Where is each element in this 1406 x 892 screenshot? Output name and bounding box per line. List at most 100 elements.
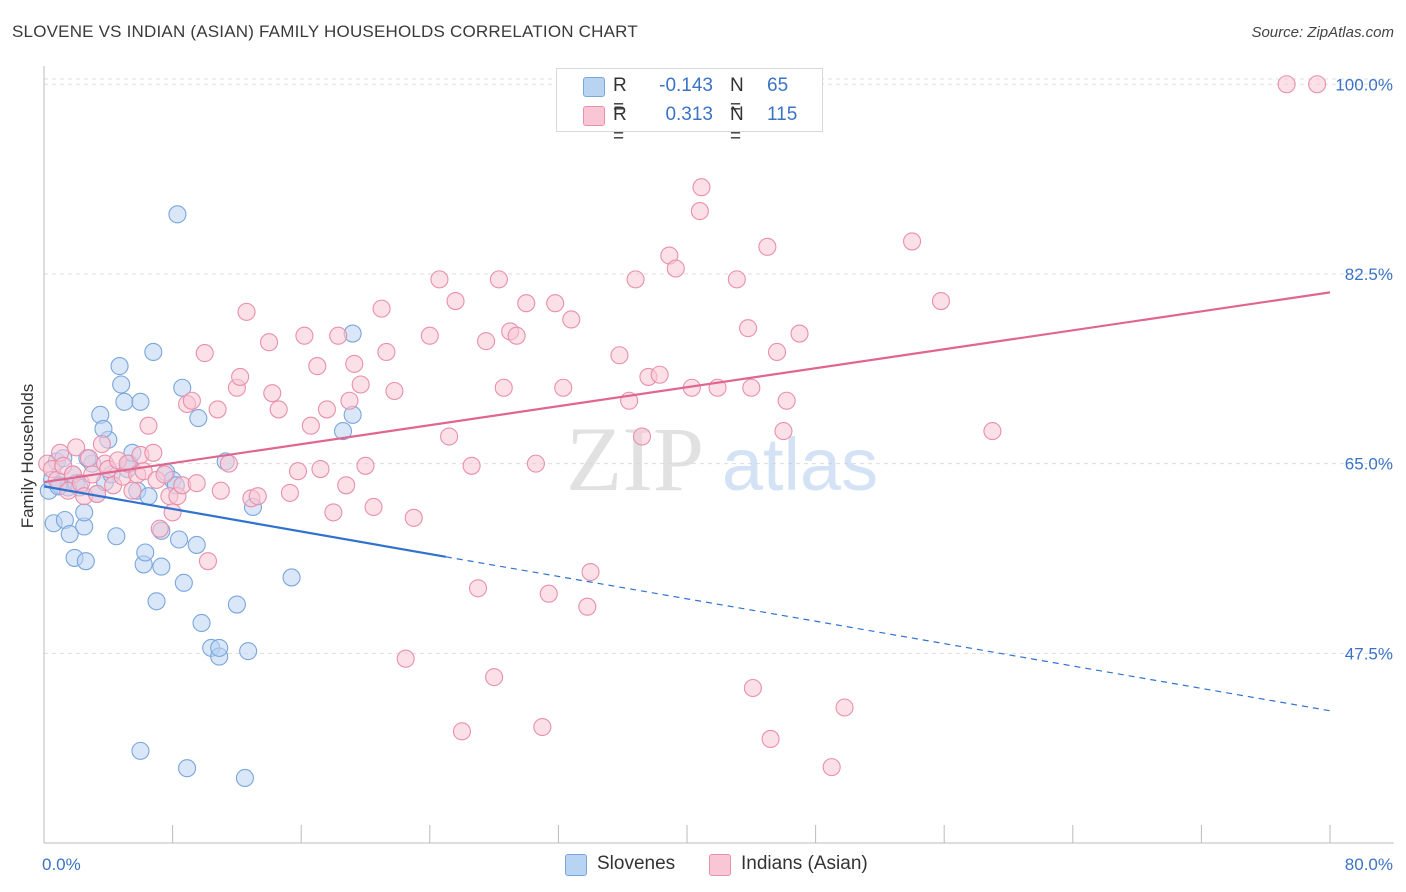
indian-point [546,294,565,313]
indian-point [692,178,711,197]
indian-point [554,378,573,397]
indian-point [690,202,709,221]
indian-point [324,503,343,522]
indian-point [263,384,282,403]
indian-point [666,259,685,278]
slovene-point [178,759,197,778]
indian-point [295,326,314,345]
slovene-point [282,568,301,587]
indian-point [758,237,777,256]
legend-n-value: 65 [767,75,789,96]
axes [43,66,1394,844]
indian-point [187,474,206,493]
indian-point [581,562,600,582]
slovene-point [210,638,229,657]
indian-point [507,326,526,345]
indian-point [526,454,545,473]
slovene-point [115,392,134,411]
slovene-point [192,613,211,633]
indian-point [92,435,111,454]
chart-title: SLOVENE VS INDIAN (ASIAN) FAMILY HOUSEHO… [12,22,638,41]
tick-labels: 47.5% 65.0% 82.5% 100.0% 0.0% 80.0% [42,75,1393,874]
indian-point [452,722,472,741]
indian-point [562,310,581,329]
indian-point [632,427,652,446]
indian-point [440,427,459,446]
indian-point [761,729,780,748]
slovene-point [187,535,206,554]
gridlines [44,78,1394,654]
slovenes-legend-swatch [565,854,587,876]
indian-point [356,456,375,475]
indian-point [123,481,142,500]
indian-point [777,391,796,410]
slovene-point [76,552,95,571]
slovene-point [136,543,155,562]
y-axis-title: Family Households [18,383,37,529]
slovene-point [189,409,208,428]
slovene-point [147,592,166,611]
watermark-atlas: atlas [722,423,878,506]
legend-r-value: -0.143 [659,75,713,96]
indian-point [626,270,645,289]
indian-point [485,668,504,687]
slovenes-trend-line [43,485,447,558]
slovenes-legend-label: Slovenes [597,853,676,874]
legend-r-label: R = [613,104,627,147]
indian-point [1277,75,1296,94]
slovene-point [174,573,193,592]
trend-lines [43,291,1331,712]
slovene-point [152,557,171,576]
slovenes-swatch [583,77,605,97]
indian-point [420,326,439,345]
indian-point [372,299,391,318]
y-tick-label: 100.0% [1335,75,1393,94]
indian-point [340,391,359,410]
indian-point [822,758,841,777]
indian-point [139,416,158,435]
indian-point [650,365,669,384]
indian-point [578,597,597,616]
indian-point [79,449,99,468]
legend-n-value: 115 [767,104,798,125]
indian-point [446,291,465,311]
slovenes-trend-extension [445,556,1331,712]
indian-point [517,294,536,313]
indian-point [377,342,396,362]
indians-legend-label: Indians (Asian) [741,853,868,874]
indian-point [533,717,552,737]
indian-point [208,400,227,419]
indian-point [211,481,230,500]
indian-point [311,459,330,479]
indian-point [385,381,404,401]
correlation-legend: R = -0.143 N = 65 R = 0.313 N = 115 [556,68,823,147]
slovene-point [333,422,353,441]
indian-point [219,454,238,473]
indian-point [280,483,299,502]
slovene-point [75,503,94,522]
indian-point [739,319,758,338]
indian-point [329,326,348,345]
indian-point [742,378,761,397]
indian-point [462,456,481,475]
indian-point [301,416,320,435]
slovene-point [94,419,113,438]
indian-point [155,465,174,484]
y-tick-label: 47.5% [1345,644,1393,663]
indian-point [396,649,415,668]
x-tick-label: 0.0% [42,855,81,874]
indian-point [198,552,218,571]
slovene-point [144,342,163,362]
indian-point [231,367,250,386]
indian-point [489,270,508,289]
indian-point [494,378,513,397]
indian-point [790,324,809,343]
slovene-point [227,595,246,614]
indian-point [468,579,488,598]
slovene-point [169,530,189,549]
legend-r-label: R = [613,75,627,118]
indian-point [404,508,423,527]
legend-n-label: N = [730,75,744,118]
x-tick-label: 80.0% [1345,855,1393,874]
